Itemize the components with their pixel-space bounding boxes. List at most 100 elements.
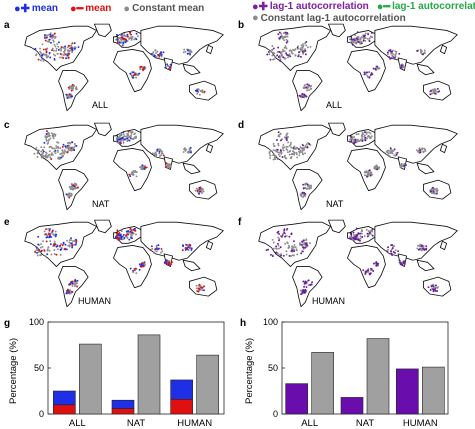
station-marker xyxy=(429,289,432,291)
station-marker xyxy=(288,150,291,153)
station-marker xyxy=(354,139,357,141)
y-tick-label: 0 xyxy=(273,409,278,419)
station-marker xyxy=(76,186,79,189)
station-marker xyxy=(76,279,79,282)
station-marker xyxy=(139,66,142,68)
bar-increase-ac-HUMAN xyxy=(396,368,419,415)
station-marker xyxy=(393,56,396,59)
panel-letter-f: f xyxy=(238,217,242,228)
station-marker xyxy=(272,142,275,145)
station-marker xyxy=(430,90,432,92)
legend-label-increase-ac: lag-1 autocorrelation xyxy=(269,1,369,12)
y-tick-label: 50 xyxy=(34,363,44,373)
station-marker xyxy=(48,51,51,54)
station-marker xyxy=(75,241,78,244)
station-marker xyxy=(434,288,437,291)
station-marker xyxy=(269,58,272,61)
station-marker xyxy=(269,154,272,157)
station-marker xyxy=(366,37,369,40)
continent-south-america xyxy=(58,266,89,308)
station-marker xyxy=(46,34,49,37)
station-marker xyxy=(169,164,172,167)
station-marker xyxy=(161,150,164,153)
station-marker xyxy=(285,253,288,256)
station-marker xyxy=(277,153,280,156)
station-marker xyxy=(142,265,145,268)
world-map-c xyxy=(24,122,224,211)
legend-label-constant-ac: Constant lag-1 autocorrelation xyxy=(260,12,406,24)
station-marker xyxy=(306,89,308,92)
station-marker xyxy=(116,229,119,232)
station-marker xyxy=(68,88,71,90)
station-marker xyxy=(67,86,70,89)
station-marker xyxy=(372,270,375,272)
station-marker xyxy=(39,246,42,249)
continent-japan xyxy=(205,44,214,55)
station-marker xyxy=(127,230,130,233)
station-marker xyxy=(418,248,421,251)
station-marker xyxy=(63,46,66,49)
station-marker xyxy=(287,54,290,57)
y-tick-label: 50 xyxy=(268,363,278,373)
station-marker xyxy=(189,49,192,52)
station-marker xyxy=(45,133,48,135)
station-marker xyxy=(169,63,172,66)
station-marker xyxy=(197,88,200,91)
station-marker xyxy=(304,50,307,52)
station-marker xyxy=(190,249,193,251)
station-marker xyxy=(62,57,65,59)
station-marker xyxy=(51,49,53,52)
station-marker xyxy=(46,142,49,145)
station-marker xyxy=(364,131,367,134)
world-map-b xyxy=(258,23,458,112)
station-marker xyxy=(150,245,153,248)
station-marker xyxy=(360,42,363,45)
station-marker xyxy=(198,288,201,291)
station-marker xyxy=(184,248,187,251)
station-marker xyxy=(140,265,143,268)
station-marker xyxy=(54,152,57,155)
station-marker xyxy=(368,131,370,134)
station-marker xyxy=(181,249,184,252)
continent-japan xyxy=(205,240,214,251)
station-marker xyxy=(363,134,366,137)
station-marker xyxy=(188,243,191,246)
continent-se-asia xyxy=(416,162,435,175)
station-marker xyxy=(167,164,170,167)
station-marker xyxy=(184,50,187,53)
station-marker xyxy=(45,36,48,39)
station-marker xyxy=(72,240,74,242)
station-marker xyxy=(403,163,406,165)
station-marker xyxy=(76,282,78,285)
station-marker xyxy=(52,39,55,42)
station-marker xyxy=(371,234,374,237)
station-marker xyxy=(68,141,71,144)
station-marker xyxy=(392,53,395,56)
station-marker xyxy=(396,151,399,154)
station-marker xyxy=(51,37,53,39)
station-marker xyxy=(289,157,292,159)
bar-constant-NAT xyxy=(137,334,161,415)
legend-right-row1: ●✚ lag-1 autocorrelation ●━ lag-1 autoco… xyxy=(252,0,475,13)
station-marker xyxy=(369,137,372,140)
station-marker xyxy=(271,255,274,258)
station-marker xyxy=(40,150,43,153)
station-marker xyxy=(126,137,129,140)
station-marker xyxy=(292,240,295,243)
station-marker xyxy=(283,228,286,231)
station-marker xyxy=(73,149,76,152)
station-marker xyxy=(166,63,169,66)
station-marker xyxy=(199,89,202,92)
station-marker xyxy=(355,37,358,40)
station-marker xyxy=(151,247,154,250)
station-marker xyxy=(50,35,53,38)
station-marker xyxy=(44,255,47,258)
station-marker xyxy=(162,51,165,54)
station-marker xyxy=(50,158,53,160)
station-marker xyxy=(71,48,74,51)
station-marker xyxy=(160,154,163,157)
station-marker xyxy=(75,88,78,91)
station-marker xyxy=(35,146,38,149)
station-marker xyxy=(67,288,69,291)
station-marker xyxy=(69,147,72,150)
